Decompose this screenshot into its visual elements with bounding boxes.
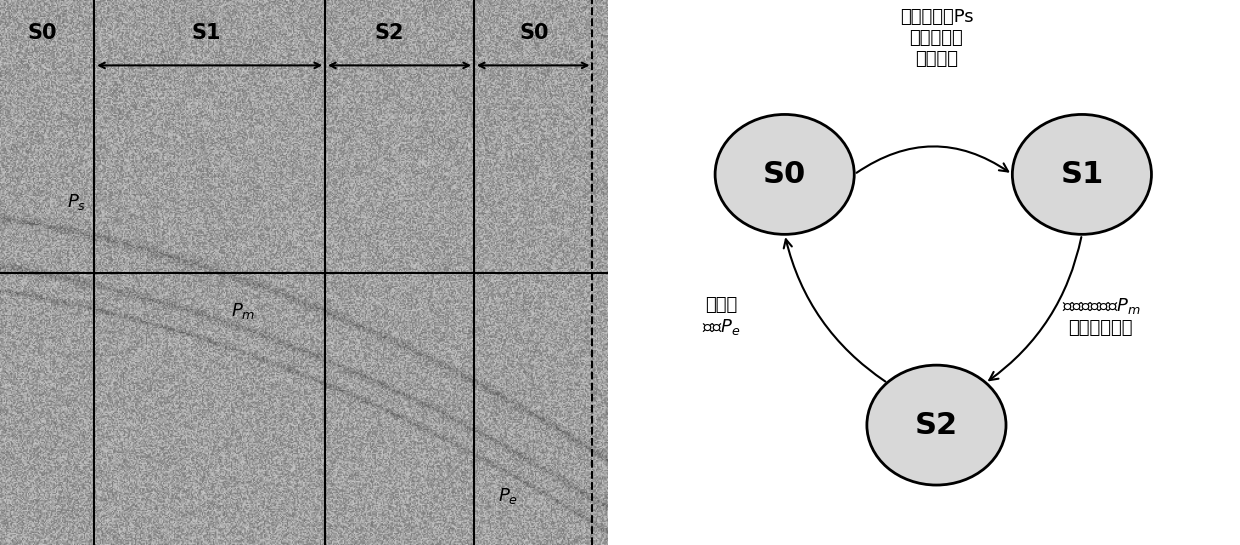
- Text: $P_m$: $P_m$: [231, 301, 255, 321]
- Text: S2: S2: [915, 410, 959, 440]
- Text: S0: S0: [763, 160, 806, 189]
- Text: S1: S1: [192, 23, 221, 43]
- Text: 检测到起点Ps
设置中间点
频率门限: 检测到起点Ps 设置中间点 频率门限: [900, 8, 973, 68]
- Circle shape: [715, 114, 854, 234]
- Text: S1: S1: [1060, 160, 1104, 189]
- Text: S0: S0: [27, 23, 57, 43]
- Text: S0: S0: [520, 23, 549, 43]
- Circle shape: [867, 365, 1006, 485]
- Text: S2: S2: [374, 23, 403, 43]
- FancyArrowPatch shape: [857, 147, 1008, 173]
- Circle shape: [1012, 114, 1152, 234]
- FancyArrowPatch shape: [784, 239, 885, 382]
- FancyArrowPatch shape: [990, 237, 1081, 380]
- Text: 检测到中间点$P_m$
进行功率验证: 检测到中间点$P_m$ 进行功率验证: [1061, 296, 1141, 336]
- Text: $P_e$: $P_e$: [498, 486, 518, 506]
- Text: $P_s$: $P_s$: [67, 192, 86, 212]
- Text: 检测到
终点$P_e$: 检测到 终点$P_e$: [702, 295, 740, 337]
